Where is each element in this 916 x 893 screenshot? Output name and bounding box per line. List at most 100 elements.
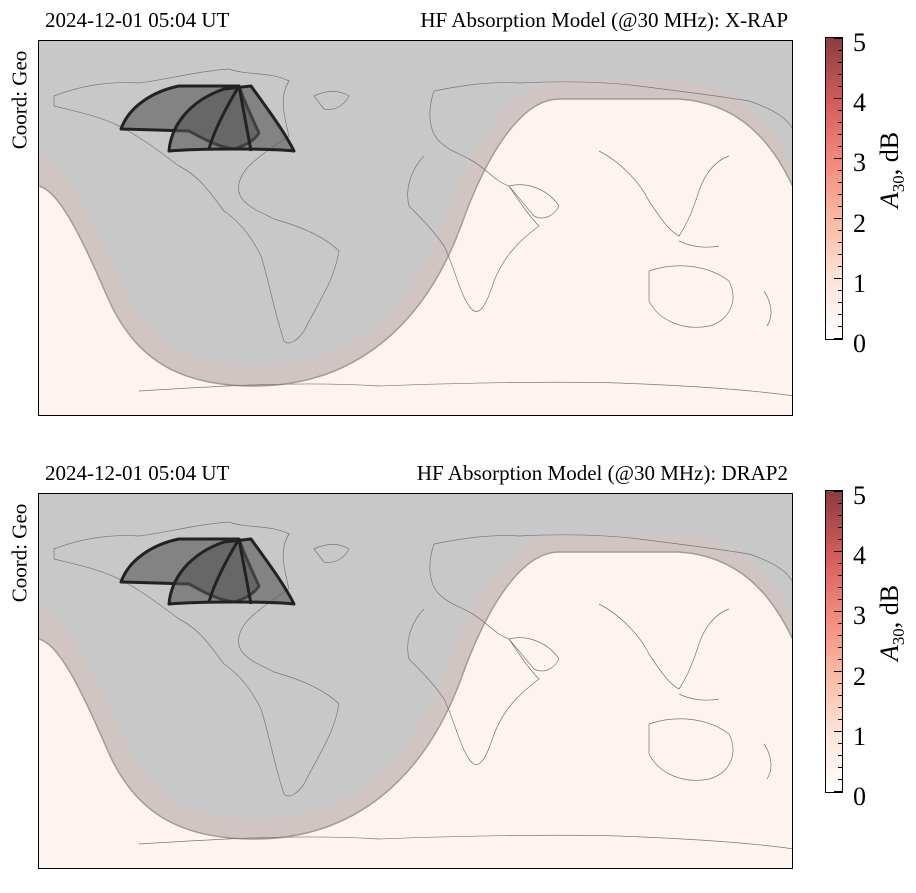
colorbar-tick (834, 551, 842, 552)
colorbar-tick (838, 623, 842, 624)
map-xrap (38, 40, 793, 416)
colorbar-var: A (874, 645, 904, 662)
colorbar-tick (838, 122, 842, 123)
panel-drap2: 2024-12-01 05:04 UT HF Absorption Model … (0, 453, 916, 893)
colorbar-tick (838, 527, 842, 528)
model-name: X-RAP (724, 8, 788, 32)
colorbar-tick (838, 503, 842, 504)
model-title: HF Absorption Model (@30 MHz): DRAP2 (417, 461, 788, 486)
terminator-line (39, 551, 792, 840)
model-title-text: HF Absorption Model (@30 MHz): (420, 8, 720, 32)
model-name: DRAP2 (721, 461, 788, 485)
colorbar-tick (838, 86, 842, 87)
colorbar-tick (838, 635, 842, 636)
coord-label-text: Coord: Geo (7, 50, 32, 150)
colorbar-tick (838, 326, 842, 327)
colorbar (825, 37, 843, 340)
colorbar-tick (838, 515, 842, 516)
colorbar-tick-label: 3 (853, 601, 866, 630)
colorbar-tick-label: 4 (853, 541, 866, 570)
radar-fov-group (119, 84, 296, 153)
colorbar-tick (834, 671, 842, 672)
map-drap2 (38, 493, 793, 869)
colorbar-tick-label: 0 (853, 782, 866, 811)
coord-label-text: Coord: Geo (7, 503, 32, 603)
colorbar-tick (838, 134, 842, 135)
coord-label: Coord: Geo (6, 40, 34, 160)
colorbar-tick (838, 767, 842, 768)
colorbar-tick (838, 230, 842, 231)
radar-fov-east (167, 84, 296, 153)
colorbar-tick (838, 50, 842, 51)
time-label: 2024-12-01 05:04 UT (45, 8, 230, 32)
colorbar-tick-label: 5 (853, 481, 866, 510)
colorbar-sub: 30 (889, 628, 909, 646)
colorbar-tick (834, 731, 842, 732)
colorbar-tick (838, 755, 842, 756)
radar-fov-group (119, 537, 296, 606)
colorbar-tick (838, 563, 842, 564)
model-title-text: HF Absorption Model (@30 MHz): (416, 461, 717, 485)
colorbar-tick-label: 1 (853, 269, 866, 298)
time-label: 2024-12-01 05:04 UT (45, 461, 230, 485)
colorbar-tick (834, 791, 842, 792)
colorbar-axis-label: A30, dB (872, 553, 912, 693)
colorbar-tick (838, 146, 842, 147)
coastlines (53, 68, 792, 397)
colorbar-tick (838, 599, 842, 600)
colorbar-tick-label: 3 (853, 148, 866, 177)
map-svg (39, 494, 792, 850)
colorbar-unit: , dB (874, 584, 904, 629)
colorbar-tick (838, 647, 842, 648)
colorbar-sub: 30 (889, 175, 909, 193)
colorbar-tick-label: 2 (853, 662, 866, 691)
colorbar-tick (838, 719, 842, 720)
colorbar-tick (838, 659, 842, 660)
colorbar-tick-label: 5 (853, 28, 866, 57)
terminator-line (39, 98, 792, 387)
colorbar-tick-label: 4 (853, 88, 866, 117)
colorbar-tick (838, 695, 842, 696)
colorbar-tick (838, 539, 842, 540)
colorbar-tick (834, 491, 842, 492)
colorbar-tick (838, 266, 842, 267)
colorbar-tick (838, 587, 842, 588)
colorbar-tick (838, 242, 842, 243)
coastlines (53, 521, 792, 850)
colorbar-tick (838, 110, 842, 111)
colorbar-tick (838, 707, 842, 708)
colorbar-unit: , dB (874, 131, 904, 176)
colorbar-tick (834, 611, 842, 612)
panel-xrap: 2024-12-01 05:04 UT HF Absorption Model … (0, 0, 916, 440)
colorbar-tick (838, 62, 842, 63)
colorbar-tick (838, 683, 842, 684)
colorbar-tick (838, 170, 842, 171)
colorbar-tick (838, 314, 842, 315)
colorbar-tick (838, 779, 842, 780)
colorbar-tick (838, 575, 842, 576)
colorbar-tick (834, 98, 842, 99)
colorbar-tick (838, 74, 842, 75)
colorbar-var: A (874, 192, 904, 209)
colorbar-tick (834, 338, 842, 339)
colorbar-tick (834, 158, 842, 159)
colorbar-tick (838, 290, 842, 291)
colorbar-tick (838, 182, 842, 183)
coord-label: Coord: Geo (6, 493, 34, 613)
colorbar-tick-label: 1 (853, 722, 866, 751)
colorbar-tick (834, 278, 842, 279)
radar-fov-east (167, 537, 296, 606)
colorbar-axis-label: A30, dB (872, 100, 912, 240)
colorbar-tick (838, 743, 842, 744)
colorbar-tick (838, 254, 842, 255)
colorbar-tick (834, 38, 842, 39)
colorbar-tick-label: 0 (853, 329, 866, 358)
colorbar-tick (838, 302, 842, 303)
colorbar-tick (838, 194, 842, 195)
colorbar-tick (838, 206, 842, 207)
colorbar-tick (834, 218, 842, 219)
map-svg (39, 41, 792, 397)
colorbar-tick-label: 2 (853, 209, 866, 238)
model-title: HF Absorption Model (@30 MHz): X-RAP (420, 8, 788, 33)
colorbar (825, 490, 843, 793)
